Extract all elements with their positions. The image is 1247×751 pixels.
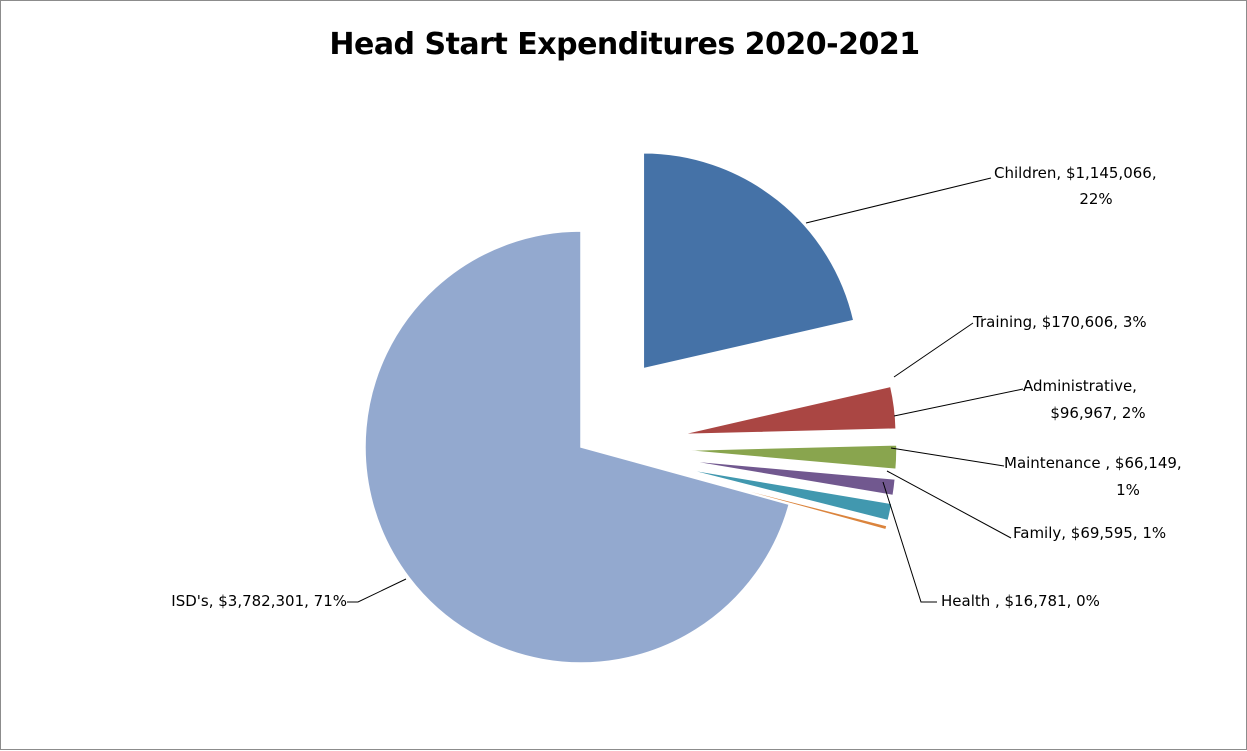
leader-line-children bbox=[805, 177, 992, 224]
data-label-isd-s: ISD's, $3,782,301, 71% bbox=[171, 592, 347, 610]
leader-line-training bbox=[893, 322, 974, 378]
data-label-training: Training, $170,606, 3% bbox=[972, 313, 1147, 331]
data-label-administrative: Administrative, bbox=[1023, 377, 1137, 395]
data-label-maintenance: 1% bbox=[1116, 481, 1140, 499]
data-label-administrative: $96,967, 2% bbox=[1050, 404, 1145, 422]
leader-line-health bbox=[882, 481, 937, 603]
pie-slice-health bbox=[677, 471, 888, 531]
data-label-children: Children, $1,145,066, bbox=[994, 164, 1157, 182]
pie-slice-children bbox=[642, 152, 855, 370]
pie-slice-maintenance bbox=[680, 459, 897, 497]
leader-line-maintenance bbox=[890, 447, 1005, 467]
leader-line-administrative bbox=[893, 388, 1024, 417]
pie-slice-isd-s bbox=[364, 230, 791, 664]
pie-slice-family bbox=[678, 466, 893, 522]
leader-line-isd-s bbox=[347, 578, 407, 603]
leader-line-family bbox=[886, 470, 1012, 539]
data-label-maintenance: Maintenance , $66,149, bbox=[1004, 454, 1182, 472]
pie-slice-administrative bbox=[680, 444, 898, 471]
data-label-family: Family, $69,595, 1% bbox=[1013, 524, 1166, 542]
chart-title: Head Start Expenditures 2020-2021 bbox=[329, 27, 920, 62]
data-label-children: 22% bbox=[1079, 190, 1112, 208]
pie-slice-training bbox=[680, 385, 897, 436]
data-label-health: Health , $16,781, 0% bbox=[941, 592, 1100, 610]
